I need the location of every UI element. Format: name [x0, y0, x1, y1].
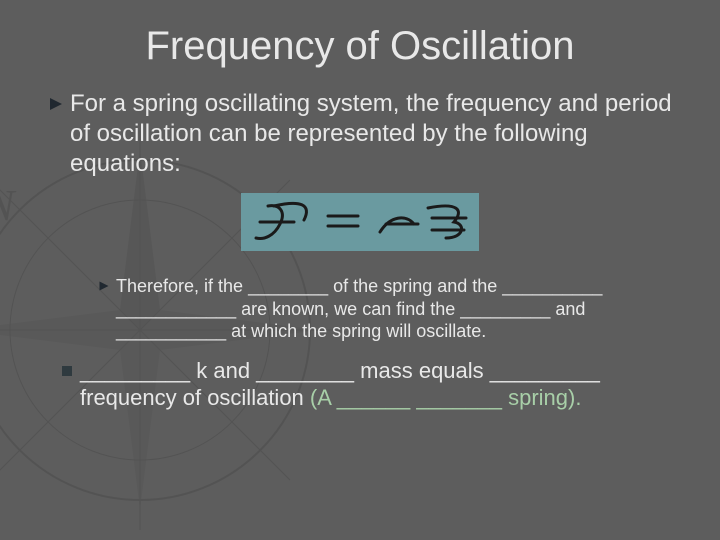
square-bullet-icon: [62, 366, 72, 376]
para1-text: For a spring oscillating system, the fre…: [70, 89, 672, 179]
para2-text: Therefore, if the ________ of the spring…: [116, 275, 672, 343]
slide-title: Frequency of Oscillation: [48, 24, 672, 69]
bullet-para-3: _________ k and ________ mass equals ___…: [62, 357, 672, 412]
equation-svg: [250, 198, 470, 246]
triangle-bullet-icon: [48, 96, 64, 112]
bullet-para-1: For a spring oscillating system, the fre…: [48, 89, 672, 179]
bullet-para-2: Therefore, if the ________ of the spring…: [98, 275, 672, 343]
equation-image: [241, 193, 479, 251]
slide-content: Frequency of Oscillation For a spring os…: [0, 0, 720, 412]
para3-text: _________ k and ________ mass equals ___…: [80, 357, 672, 412]
triangle-bullet-icon: [98, 280, 110, 292]
para3-green: (A ______ _______ spring).: [310, 385, 582, 410]
